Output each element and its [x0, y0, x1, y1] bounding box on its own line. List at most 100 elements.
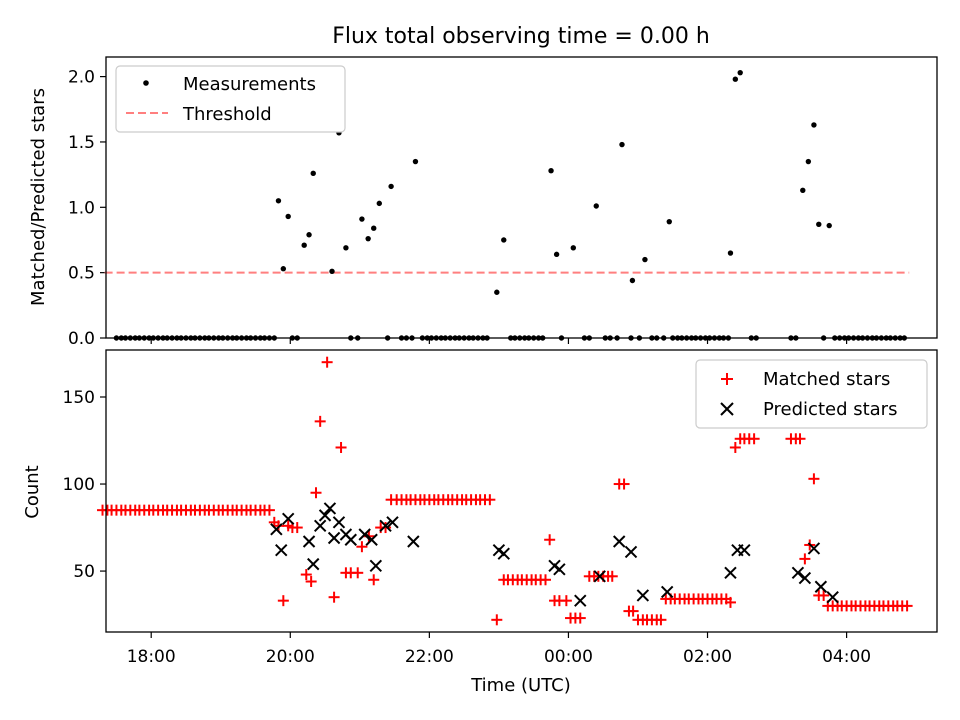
predicted-star-point: [358, 528, 371, 541]
bottom-x-tick-label: 20:00: [266, 647, 315, 667]
predicted-star-point: [574, 594, 587, 607]
matched-stars-points: [97, 356, 913, 626]
bottom-axes-frame: [105, 349, 938, 633]
predicted-star-point: [275, 543, 288, 557]
bottom-plot-area: 50 100 150 18:00 20:00 22:00 00:00 02:00 04:00: [63, 349, 938, 667]
measurement-point: [570, 245, 577, 251]
predicted-star-point: [332, 516, 346, 529]
matched-star-point: [560, 595, 572, 607]
top-y-tick-label: 0.5: [68, 264, 95, 284]
matched-star-point: [380, 522, 392, 534]
predicted-star-point: [318, 509, 332, 522]
top-y-tick-label: 1.5: [68, 133, 95, 153]
predicted-star-stroke-b: [826, 590, 839, 604]
measurement-point: [501, 237, 507, 243]
measurement-point: [280, 266, 287, 272]
predicted-star-stroke-b: [660, 585, 674, 599]
matched-star-point: [808, 473, 820, 485]
measurement-point: [548, 168, 554, 174]
predicted-star-point: [323, 502, 337, 515]
legend-measurements-marker: [143, 80, 149, 86]
predicted-star-stroke-b: [636, 589, 650, 602]
matched-star-point: [544, 534, 556, 546]
top-legend-box: [115, 65, 346, 133]
bottom-y-tick-label: 150: [63, 388, 95, 408]
bottom-x-tick-label: 00:00: [544, 647, 593, 667]
predicted-star-point: [344, 533, 357, 546]
matched-star-point: [484, 494, 496, 506]
matched-star-point: [305, 576, 317, 588]
measurement-point: [365, 235, 371, 242]
bottom-y-tick-label: 50: [73, 562, 95, 582]
predicted-star-point: [281, 512, 295, 526]
measurement-point: [816, 221, 822, 227]
bottom-y-axis: 50 100 150: [63, 388, 106, 582]
measurement-point: [306, 232, 312, 238]
matched-star-point: [794, 433, 806, 445]
predicted-star-stroke-b: [624, 545, 638, 559]
measurement-point: [727, 250, 734, 256]
measurement-point: [826, 222, 832, 229]
measurement-point: [732, 76, 739, 82]
predicted-star-stroke-b: [344, 533, 357, 546]
predicted-star-point: [379, 519, 392, 533]
predicted-star-point: [624, 545, 638, 559]
matched-star-point: [310, 487, 322, 499]
matched-star-point: [729, 441, 741, 453]
matched-star-point: [799, 553, 811, 565]
predicted-star-point: [660, 585, 674, 599]
predicted-star-stroke-b: [407, 535, 420, 548]
bottom-y-tick-label: 100: [63, 475, 95, 495]
predicted-star-point: [636, 589, 650, 602]
top-axes-frame: [105, 56, 938, 339]
predicted-star-point: [386, 516, 399, 529]
predicted-star-stroke-b: [281, 512, 295, 526]
bottom-x-tick-label: 02:00: [683, 647, 732, 667]
matched-star-point: [335, 441, 347, 453]
measurement-point: [800, 187, 806, 194]
bottom-y-axis-label: Count: [22, 465, 43, 518]
matched-star-point: [277, 595, 289, 607]
predicted-star-stroke-b: [369, 559, 383, 573]
measurement-point: [412, 158, 419, 165]
bottom-x-axis: 18:00 20:00 22:00 00:00 02:00 04:00: [127, 632, 871, 667]
matched-star-point: [356, 541, 368, 553]
top-plot-area: 0.0 0.5 1.0 1.5 2.0: [68, 56, 938, 349]
predicted-star-stroke-b: [332, 516, 346, 529]
matched-star-point: [539, 574, 551, 586]
chart-title: Flux total observing time = 0.00 h: [332, 24, 710, 49]
predicted-star-stroke-b: [379, 519, 392, 533]
measurement-point: [811, 122, 817, 128]
measurement-point: [371, 225, 377, 231]
measurement-point: [285, 213, 291, 220]
measurement-point: [359, 216, 365, 222]
bottom-x-tick-label: 22:00: [405, 647, 454, 667]
predicted-star-point: [407, 535, 420, 548]
predicted-star-stroke-b: [807, 542, 821, 555]
legend-predicted-label: Predicted stars: [763, 399, 897, 420]
matched-star-point: [314, 415, 326, 427]
measurement-point: [343, 245, 349, 251]
measurement-point: [737, 69, 743, 76]
measurement-point: [376, 200, 382, 207]
predicted-star-point: [302, 535, 316, 548]
measurement-point: [619, 141, 625, 148]
top-y-tick-label: 2.0: [68, 68, 95, 88]
bottom-x-axis-label: Time (UTC): [470, 675, 571, 696]
predicted-star-stroke-b: [318, 509, 332, 522]
matched-star-point: [328, 591, 340, 603]
predicted-star-point: [612, 535, 626, 548]
predicted-star-stroke-b: [313, 519, 327, 533]
predicted-star-stroke-b: [574, 594, 587, 607]
matched-star-point: [352, 567, 364, 579]
predicted-star-stroke-b: [738, 543, 751, 557]
predicted-star-point: [593, 570, 606, 583]
top-y-tick-label: 1.0: [68, 198, 95, 218]
matched-star-point: [300, 569, 312, 581]
legend-matched-marker: [721, 373, 733, 385]
predicted-star-stroke-b: [270, 523, 283, 536]
matched-star-point: [368, 574, 380, 586]
predicted-stars-points: [270, 502, 839, 607]
legend-threshold-label: Threshold: [182, 104, 272, 125]
measurement-point: [553, 251, 560, 258]
